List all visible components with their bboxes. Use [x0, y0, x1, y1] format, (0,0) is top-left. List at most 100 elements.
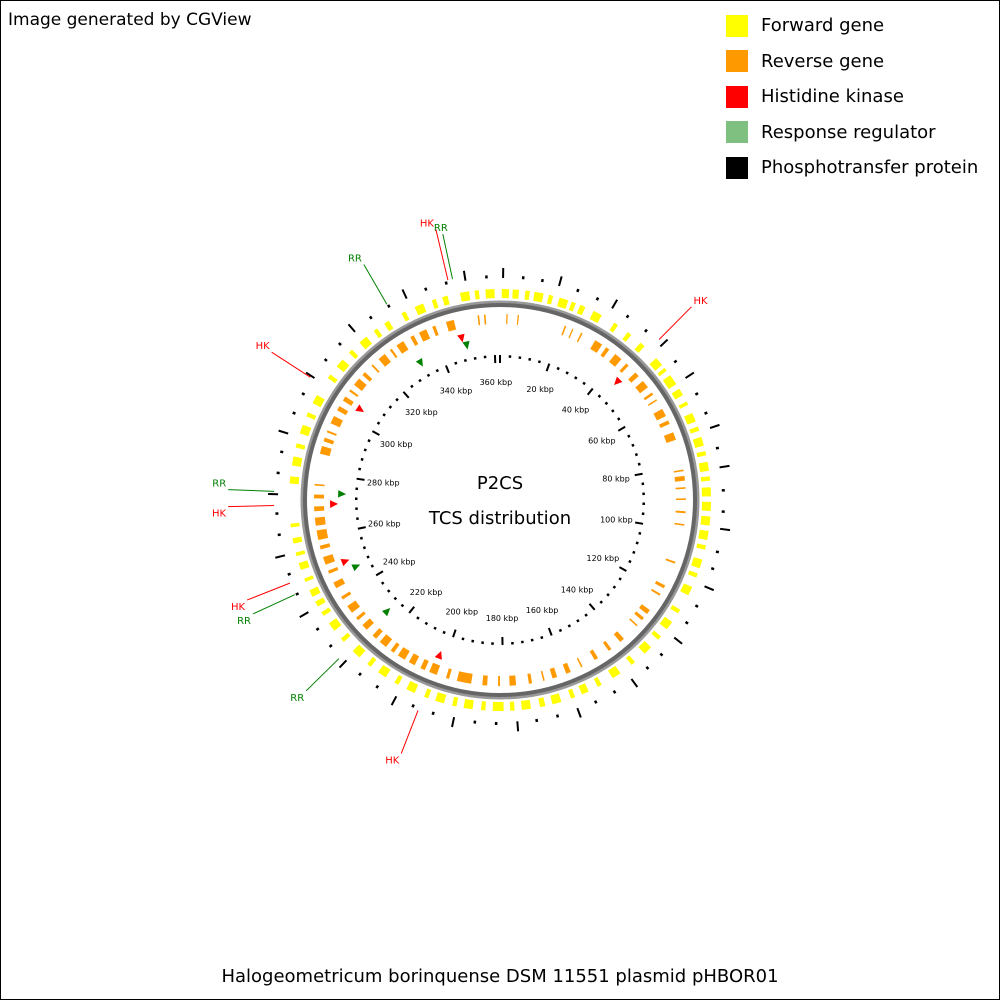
- legend: Forward gene Reverse gene Histidine kina…: [726, 8, 978, 186]
- outer-tick: [684, 371, 695, 379]
- forward-gene: [524, 290, 530, 301]
- forward-gene: [291, 456, 303, 467]
- forward-gene: [309, 586, 321, 597]
- outer-tick: [673, 359, 678, 364]
- outer-tick-track: [268, 268, 731, 732]
- ruler-minor-tick: [537, 360, 541, 364]
- ruler-minor-tick: [426, 373, 431, 378]
- histidine-kinase-marker: [355, 404, 365, 412]
- ruler-minor-tick: [528, 357, 532, 361]
- forward-gene: [700, 476, 711, 482]
- ruler-label: 40 kbp: [562, 405, 590, 414]
- reverse-gene: [314, 494, 325, 499]
- outer-tick: [715, 446, 720, 450]
- histidine-kinase-marker: [457, 333, 465, 343]
- reverse-gene: [477, 315, 481, 326]
- forward-gene: [622, 332, 632, 342]
- ruler-minor-tick: [628, 559, 632, 564]
- reverse-gene: [576, 657, 583, 668]
- reverse-gene: [600, 347, 610, 358]
- reverse-gene: [372, 628, 383, 639]
- rr-callout-label: RR: [290, 693, 304, 704]
- legend-label: Phosphotransfer protein: [761, 157, 979, 179]
- reverse-gene: [316, 528, 329, 541]
- forward-gene: [327, 374, 338, 384]
- reverse-gene: [516, 314, 520, 325]
- legend-item-response-regulator: Response regulator: [726, 115, 978, 151]
- ruler-label: 280 kbp: [367, 479, 400, 488]
- forward-gene: [520, 699, 532, 710]
- reverse-gene: [647, 399, 658, 406]
- reverse-gene: [659, 420, 670, 428]
- forward-gene: [435, 692, 447, 704]
- hk-callout-label: HK: [420, 218, 435, 229]
- forward-gene: [304, 575, 314, 583]
- outer-tick: [411, 704, 415, 708]
- reverse-gene: [628, 372, 639, 383]
- reverse-gene: [674, 522, 685, 526]
- reverse-gene: [379, 634, 393, 647]
- forward-gene: [452, 696, 459, 707]
- ruler-minor-tick: [634, 453, 638, 457]
- ruler-minor-tick: [637, 462, 641, 466]
- reverse-gene: [326, 430, 337, 436]
- reverse-gene: [483, 314, 487, 325]
- reverse-gene: [629, 618, 638, 627]
- forward-gene: [315, 597, 326, 607]
- reverse-gene: [362, 618, 374, 630]
- ruler-label: 340 kbp: [440, 386, 473, 395]
- ruler-label: 80 kbp: [602, 475, 630, 484]
- callout-line: [228, 489, 275, 492]
- callout-line: [271, 351, 311, 378]
- ruler-minor-tick: [395, 397, 399, 402]
- outer-tick: [516, 721, 520, 732]
- center-title: P2CS: [477, 473, 523, 494]
- ruler-label: 360 kbp: [480, 378, 513, 387]
- ruler-major-tick: [375, 570, 384, 577]
- cgview-credit: Image generated by CGView: [8, 10, 252, 30]
- callout-line: [305, 658, 340, 692]
- reverse-gene: [418, 329, 431, 342]
- forward-gene-swatch: [726, 14, 748, 37]
- outer-tick: [611, 299, 619, 309]
- outer-tick: [323, 358, 328, 362]
- forward-gene: [340, 632, 351, 642]
- reverse-gene: [432, 325, 439, 337]
- forward-gene: [698, 461, 709, 473]
- ruler-minor-tick: [363, 448, 367, 452]
- reverse-gene: [328, 566, 339, 574]
- ruler-minor-tick: [638, 531, 642, 535]
- reverse-gene: [643, 392, 654, 401]
- outer-tick: [375, 684, 380, 689]
- ruler-minor-tick: [367, 439, 371, 443]
- forward-gene: [480, 701, 486, 711]
- outer-tick: [278, 429, 289, 435]
- histidine-kinase-marker: [434, 650, 442, 660]
- reverse-gene: [509, 675, 517, 686]
- ruler-label: 220 kbp: [410, 588, 443, 597]
- outer-tick: [704, 411, 708, 415]
- forward-gene: [701, 487, 711, 497]
- outer-tick: [558, 276, 563, 287]
- ruler-minor-tick: [386, 589, 391, 593]
- outer-tick: [593, 700, 598, 704]
- rr-callout-label: RR: [237, 616, 251, 627]
- reverse-gene: [408, 653, 420, 666]
- reverse-gene: [314, 483, 325, 487]
- ruler-label: 240 kbp: [383, 557, 416, 566]
- outer-tick: [659, 652, 664, 657]
- outer-tick: [347, 323, 356, 333]
- forward-gene: [401, 311, 410, 322]
- outer-tick: [305, 371, 316, 379]
- ruler-minor-tick: [360, 457, 364, 461]
- forward-gene: [298, 560, 310, 571]
- outer-tick: [715, 550, 720, 554]
- reverse-gene: [674, 475, 685, 482]
- reverse-gene: [482, 675, 488, 686]
- outer-tick: [444, 281, 448, 285]
- forward-gene: [671, 388, 684, 400]
- forward-gene: [593, 676, 602, 687]
- forward-gene: [625, 655, 636, 665]
- ruler-minor-tick: [359, 536, 363, 540]
